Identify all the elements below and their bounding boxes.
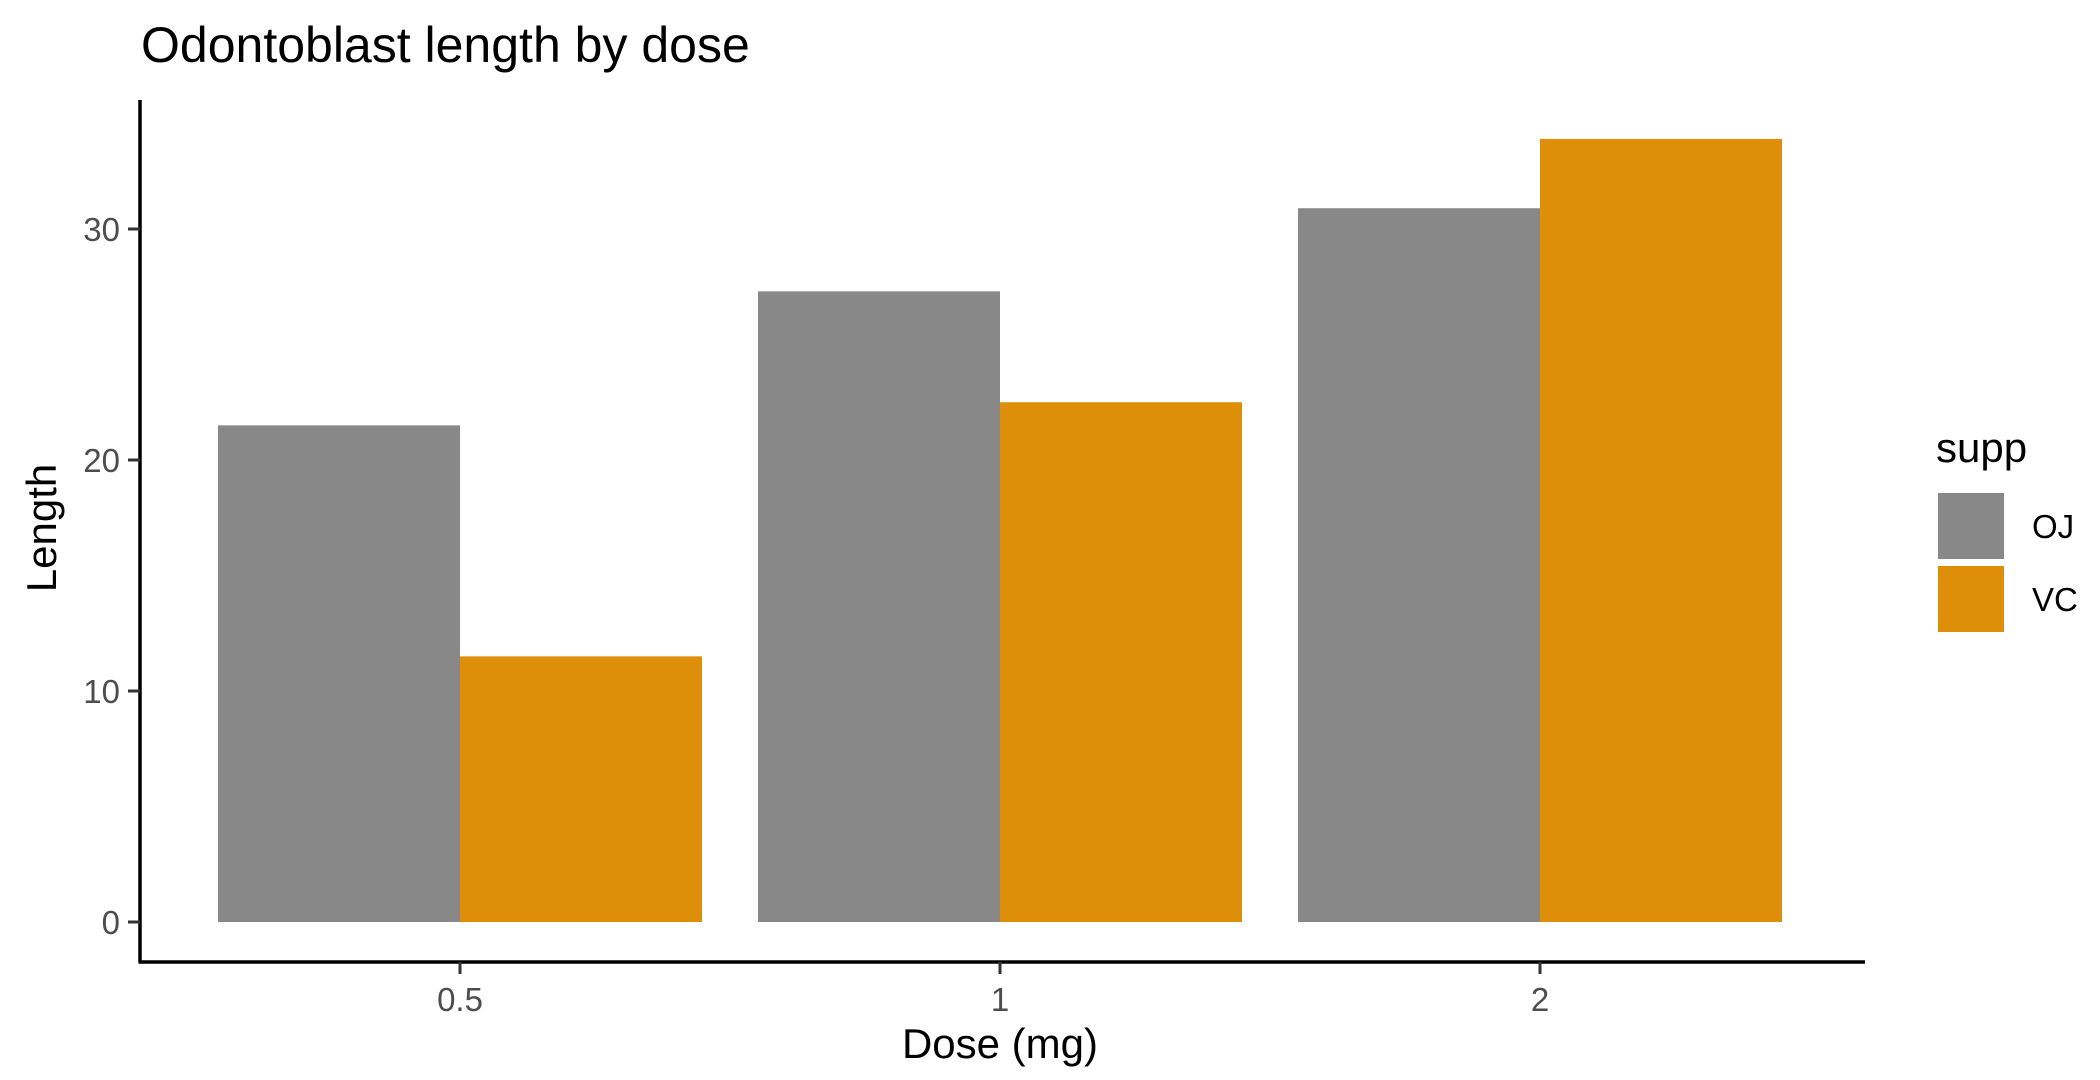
y-tick-label: 10 <box>83 673 120 710</box>
legend-label-oj: OJ <box>2032 508 2074 545</box>
x-axis-title: Dose (mg) <box>902 1020 1098 1067</box>
legend: supp OJ VC <box>1936 424 2078 632</box>
x-tick-label: 1 <box>991 981 1009 1018</box>
bar-oj-1 <box>758 291 1000 922</box>
x-tick-label: 0.5 <box>437 981 483 1018</box>
legend-title: supp <box>1936 424 2027 471</box>
y-tick-label: 30 <box>83 211 120 248</box>
plot-area <box>218 138 1782 922</box>
x-tick-label: 2 <box>1531 981 1549 1018</box>
bar-oj-0.5 <box>218 425 460 922</box>
x-axis: 0.5 1 2 <box>138 960 1865 1018</box>
y-tick-label: 20 <box>83 442 120 479</box>
bar-oj-2 <box>1298 208 1540 922</box>
bar-vc-1 <box>1000 402 1242 922</box>
chart-title: Odontoblast length by dose <box>141 17 750 73</box>
y-tick-label: 0 <box>102 904 120 941</box>
legend-label-vc: VC <box>2032 581 2078 618</box>
y-axis: 0 10 20 30 <box>83 100 142 962</box>
bar-vc-2 <box>1540 138 1782 922</box>
legend-key-vc <box>1938 566 2004 632</box>
y-axis-title: Length <box>18 464 65 592</box>
bar-vc-0.5 <box>460 656 702 922</box>
legend-key-oj <box>1938 493 2004 559</box>
